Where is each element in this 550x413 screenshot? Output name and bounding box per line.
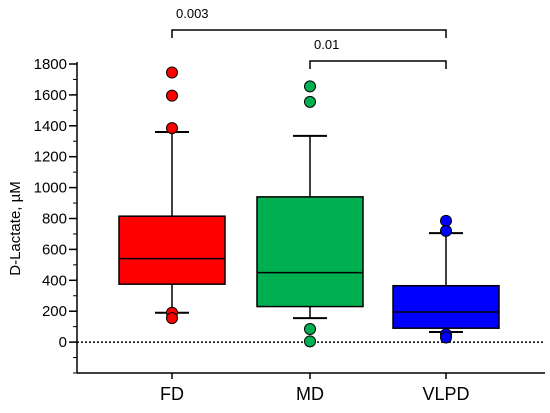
outlier-point <box>440 331 452 344</box>
y-tick-label: 1200 <box>34 149 67 166</box>
box-iqr <box>392 284 500 329</box>
p-value-label: 0.003 <box>176 6 209 21</box>
significance-brackets: 0.003 0.01 <box>171 6 447 69</box>
outlier-point <box>304 80 316 93</box>
y-tick-label: 800 <box>42 211 67 228</box>
y-tick-label: 1600 <box>34 87 67 104</box>
box-iqr <box>118 215 226 285</box>
y-tick-label: 1400 <box>34 118 67 135</box>
box-vlpd <box>392 214 500 344</box>
bracket-line <box>309 60 447 69</box>
y-tick-label: 1800 <box>34 56 67 73</box>
outlier-point <box>440 224 452 237</box>
outlier-point <box>440 214 452 227</box>
box-series <box>118 66 500 348</box>
y-tick-label: 0 <box>59 334 67 351</box>
x-tick-label: MD <box>296 384 324 404</box>
outlier-point <box>166 89 178 102</box>
y-tick-label: 200 <box>42 303 67 320</box>
y-tick-label: 1000 <box>34 180 67 197</box>
p-value-label: 0.01 <box>314 37 339 52</box>
y-axis-title: D-Lactate, µM <box>7 181 24 276</box>
x-tick-label: VLPD <box>422 384 469 404</box>
outlier-point <box>304 95 316 108</box>
x-tick-label: FD <box>160 384 184 404</box>
comparison-bracket: 0.01 <box>309 37 447 69</box>
outlier-point <box>304 335 316 348</box>
outlier-point <box>304 322 316 335</box>
y-tick-label: 600 <box>42 241 67 258</box>
box-fd <box>118 66 226 325</box>
bracket-line <box>171 29 447 38</box>
comparison-bracket: 0.003 <box>171 6 447 38</box>
box-iqr <box>256 196 364 308</box>
outlier-point <box>166 312 178 325</box>
box-md <box>256 80 364 348</box>
outlier-point <box>166 122 178 135</box>
x-axis: FD MD VLPD <box>77 372 545 404</box>
outlier-point <box>166 66 178 79</box>
y-axis: 0 200 400 600 800 1000 1200 1400 1600 1800 <box>34 56 78 374</box>
y-tick-label: 400 <box>42 272 67 289</box>
